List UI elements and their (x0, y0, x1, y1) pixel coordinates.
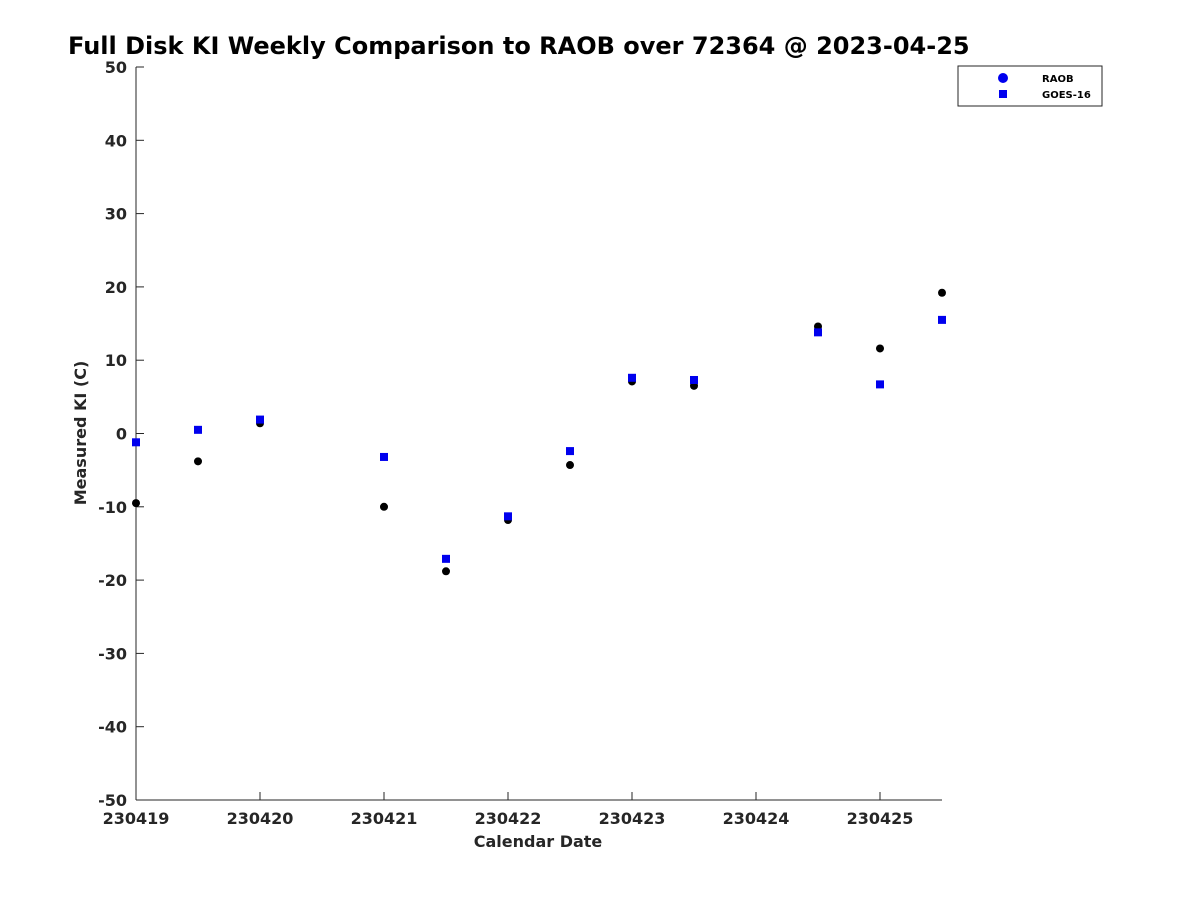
y-tick-label: 10 (105, 351, 127, 370)
y-tick-label: 50 (105, 58, 127, 77)
data-point-goes-16 (938, 315, 946, 324)
legend-label-goes-16: GOES-16 (1042, 90, 1091, 101)
x-tick-label: 230423 (599, 809, 666, 828)
legend-marker-raob (998, 73, 1008, 83)
x-axis-label: Calendar Date (474, 832, 603, 851)
legend-box (957, 65, 1103, 107)
data-point-goes-16 (256, 415, 264, 424)
x-tick-label: 230422 (475, 809, 542, 828)
data-point-goes-16 (194, 425, 202, 434)
data-point-raob (194, 457, 202, 466)
legend-marker-goes-16 (999, 90, 1007, 98)
x-tick-label: 230420 (227, 809, 294, 828)
data-point-goes-16 (566, 447, 574, 456)
legend-label-raob: RAOB (1042, 74, 1074, 85)
data-point-goes-16 (504, 512, 512, 521)
y-tick-label: 40 (105, 131, 127, 150)
data-point-raob (566, 461, 574, 470)
y-tick-label: -40 (98, 718, 127, 737)
legend: RAOB GOES-16 (957, 65, 1103, 107)
data-point-goes-16 (814, 328, 822, 337)
y-tick-label: -30 (98, 644, 127, 663)
y-tick-label: 30 (105, 205, 127, 224)
data-point-raob (876, 344, 884, 353)
x-axis: 230419 230420 230421 230422 230423 230424 2304… (103, 792, 942, 828)
data-point-goes-16 (132, 438, 140, 447)
data-point-goes-16 (380, 452, 388, 461)
data-point-raob (938, 288, 946, 297)
x-tick-label: 230419 (103, 809, 170, 828)
series-raob (132, 288, 946, 576)
y-tick-label: -10 (98, 498, 127, 517)
y-tick-label: -50 (98, 791, 127, 810)
series-goes-16 (132, 315, 946, 563)
y-tick-label: 20 (105, 278, 127, 297)
data-point-raob (442, 567, 450, 576)
data-point-goes-16 (628, 373, 636, 382)
y-tick-label: 0 (116, 425, 127, 444)
chart-title: Full Disk KI Weekly Comparison to RAOB o… (68, 32, 970, 60)
data-point-goes-16 (876, 380, 884, 389)
x-tick-label: 230424 (723, 809, 790, 828)
data-point-goes-16 (442, 554, 450, 563)
y-tick-label: -20 (98, 571, 127, 590)
data-point-raob (132, 499, 140, 508)
data-point-goes-16 (690, 375, 698, 384)
data-point-raob (380, 502, 388, 511)
y-axis-label: Measured KI (C) (71, 361, 90, 506)
x-tick-label: 230425 (847, 809, 914, 828)
x-tick-label: 230421 (351, 809, 418, 828)
data-marks (132, 288, 946, 576)
y-axis: -50 -40 -30 -20 -10 0 10 20 30 40 50 (98, 58, 144, 810)
